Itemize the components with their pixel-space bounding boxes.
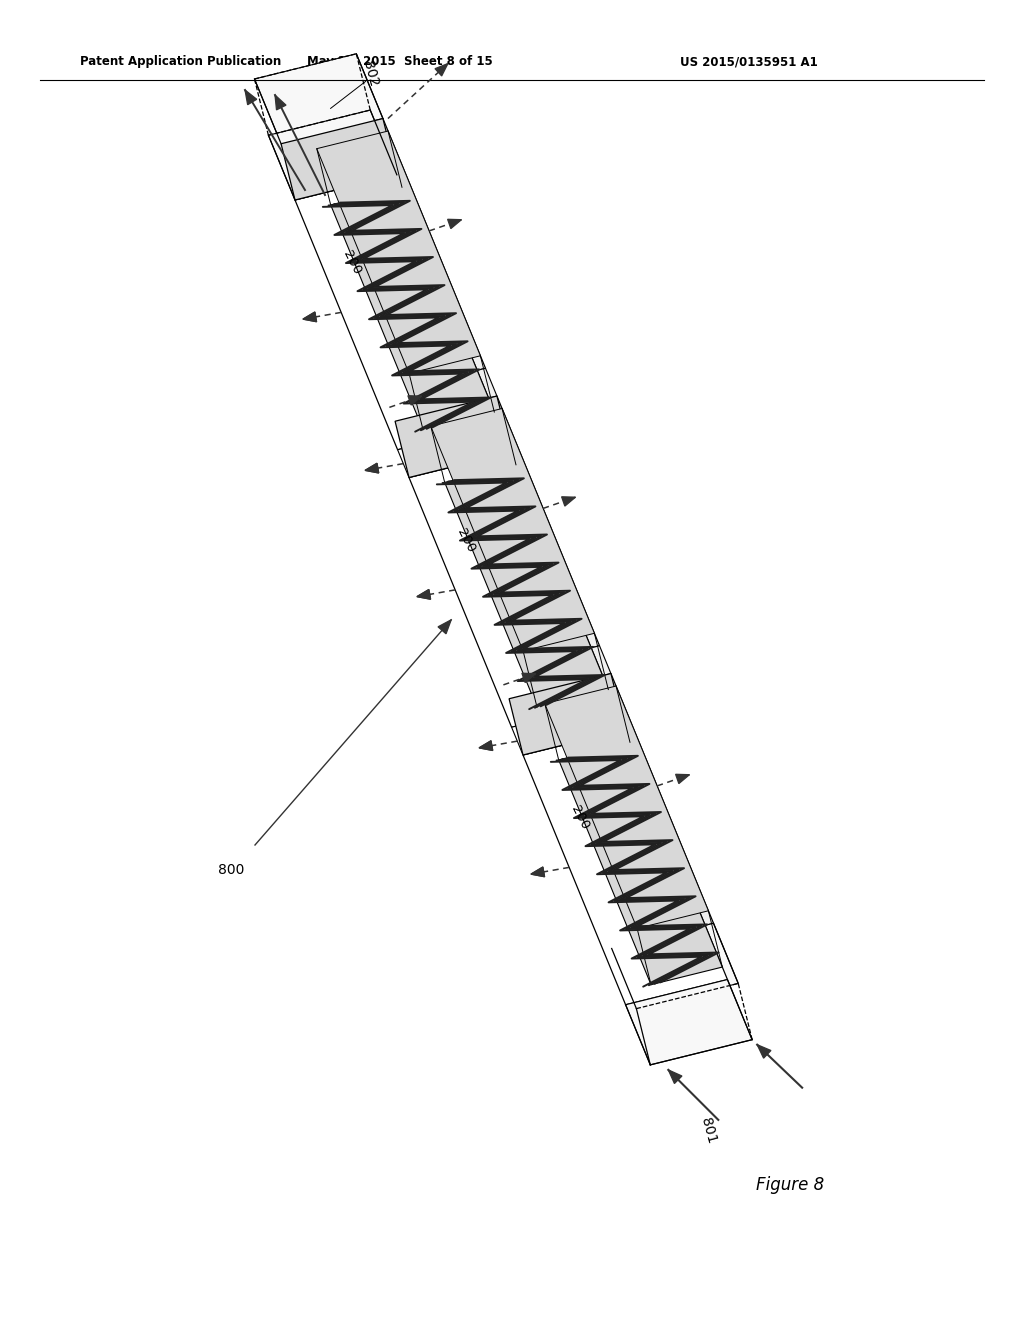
Polygon shape: [530, 867, 545, 876]
Polygon shape: [438, 620, 452, 634]
Polygon shape: [281, 119, 397, 201]
Text: May 21, 2015  Sheet 8 of 15: May 21, 2015 Sheet 8 of 15: [307, 55, 493, 69]
Polygon shape: [384, 368, 497, 421]
Polygon shape: [268, 110, 397, 201]
Polygon shape: [479, 741, 493, 751]
Polygon shape: [509, 673, 625, 755]
Polygon shape: [498, 645, 611, 698]
Polygon shape: [757, 1044, 771, 1059]
Polygon shape: [303, 312, 316, 322]
Polygon shape: [303, 312, 316, 322]
Polygon shape: [479, 741, 493, 751]
Polygon shape: [530, 867, 545, 876]
Polygon shape: [669, 1071, 682, 1084]
Polygon shape: [509, 673, 714, 949]
Polygon shape: [395, 396, 599, 671]
Polygon shape: [559, 742, 722, 985]
Text: 200: 200: [568, 804, 592, 832]
Polygon shape: [545, 686, 709, 928]
Polygon shape: [523, 730, 727, 1005]
Polygon shape: [435, 63, 447, 77]
Polygon shape: [409, 453, 613, 727]
Text: Patent Application Publication: Patent Application Publication: [80, 55, 282, 69]
Polygon shape: [331, 187, 495, 430]
Text: 801: 801: [698, 1117, 719, 1146]
Text: 800: 800: [218, 863, 245, 876]
Text: Figure 8: Figure 8: [756, 1176, 824, 1195]
Polygon shape: [295, 174, 500, 450]
Polygon shape: [626, 979, 753, 1065]
Polygon shape: [522, 673, 536, 682]
Polygon shape: [245, 90, 257, 104]
Polygon shape: [417, 590, 430, 599]
Polygon shape: [255, 54, 383, 144]
Polygon shape: [408, 396, 422, 405]
Polygon shape: [676, 775, 689, 784]
Polygon shape: [417, 590, 430, 599]
Polygon shape: [281, 119, 485, 393]
Polygon shape: [365, 463, 379, 473]
Polygon shape: [444, 465, 608, 708]
Polygon shape: [397, 425, 511, 478]
Text: US 2015/0135951 A1: US 2015/0135951 A1: [680, 55, 818, 69]
Text: 200: 200: [341, 248, 364, 277]
Polygon shape: [316, 131, 480, 374]
Text: 802: 802: [360, 59, 381, 88]
Polygon shape: [512, 702, 625, 755]
Polygon shape: [447, 219, 462, 228]
Polygon shape: [561, 496, 575, 506]
Polygon shape: [395, 396, 511, 478]
Text: 200: 200: [455, 527, 478, 554]
Polygon shape: [365, 463, 379, 473]
Polygon shape: [275, 95, 286, 110]
Polygon shape: [431, 408, 594, 651]
Polygon shape: [611, 923, 738, 1008]
